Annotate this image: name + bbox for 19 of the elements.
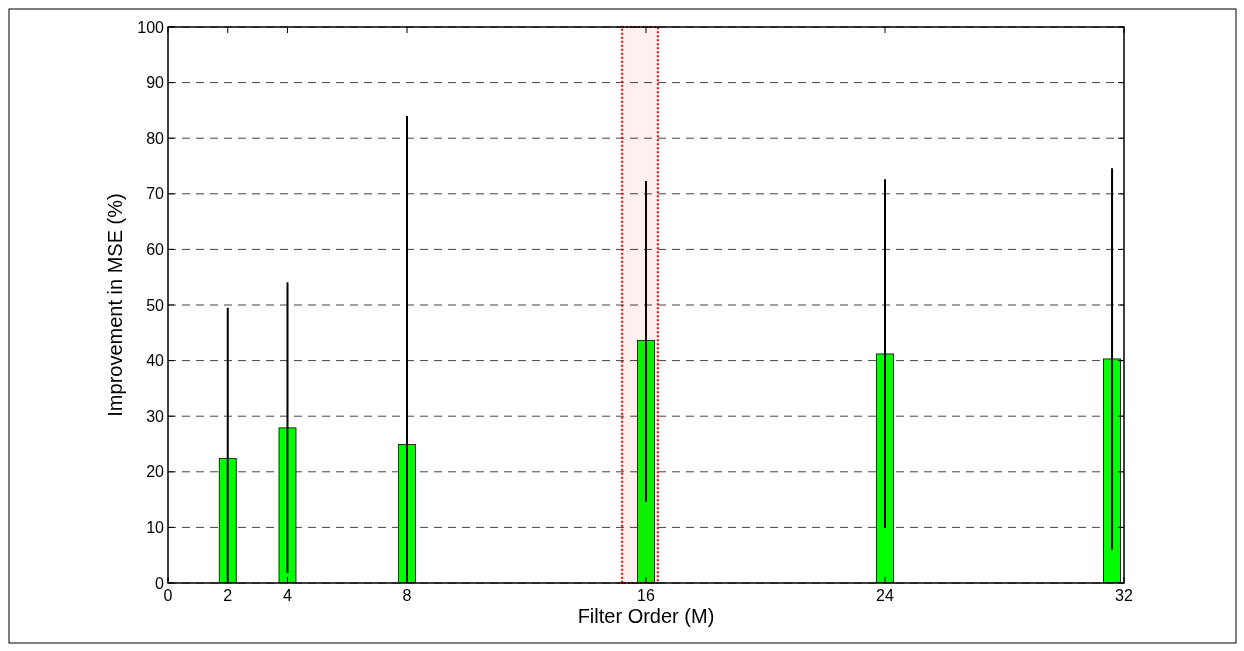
y-tick-label: 70 (146, 185, 165, 203)
y-tick-label: 100 (137, 18, 165, 36)
y-axis-title: Improvement in MSE (%) (104, 193, 126, 417)
x-tick-label: 4 (283, 587, 293, 604)
y-tick-label: 60 (146, 241, 165, 258)
y-tick-label: 90 (146, 74, 165, 92)
y-tick-label: 30 (146, 407, 165, 425)
y-tick-label: 40 (146, 352, 165, 370)
x-axis-title: Filter Order (M) (577, 605, 715, 627)
x-tick-label: 8 (402, 587, 412, 604)
y-tick-label: 50 (146, 296, 165, 314)
x-tick-label: 16 (637, 587, 655, 604)
y-tick-label: 80 (146, 129, 165, 147)
x-tick-label: 2 (223, 587, 233, 604)
y-tick-label: 20 (146, 463, 165, 481)
x-tick-label: 24 (876, 587, 894, 604)
y-tick-label: 10 (146, 519, 165, 536)
y-tick-label: 0 (155, 574, 165, 592)
x-tick-label: 32 (1115, 587, 1133, 604)
